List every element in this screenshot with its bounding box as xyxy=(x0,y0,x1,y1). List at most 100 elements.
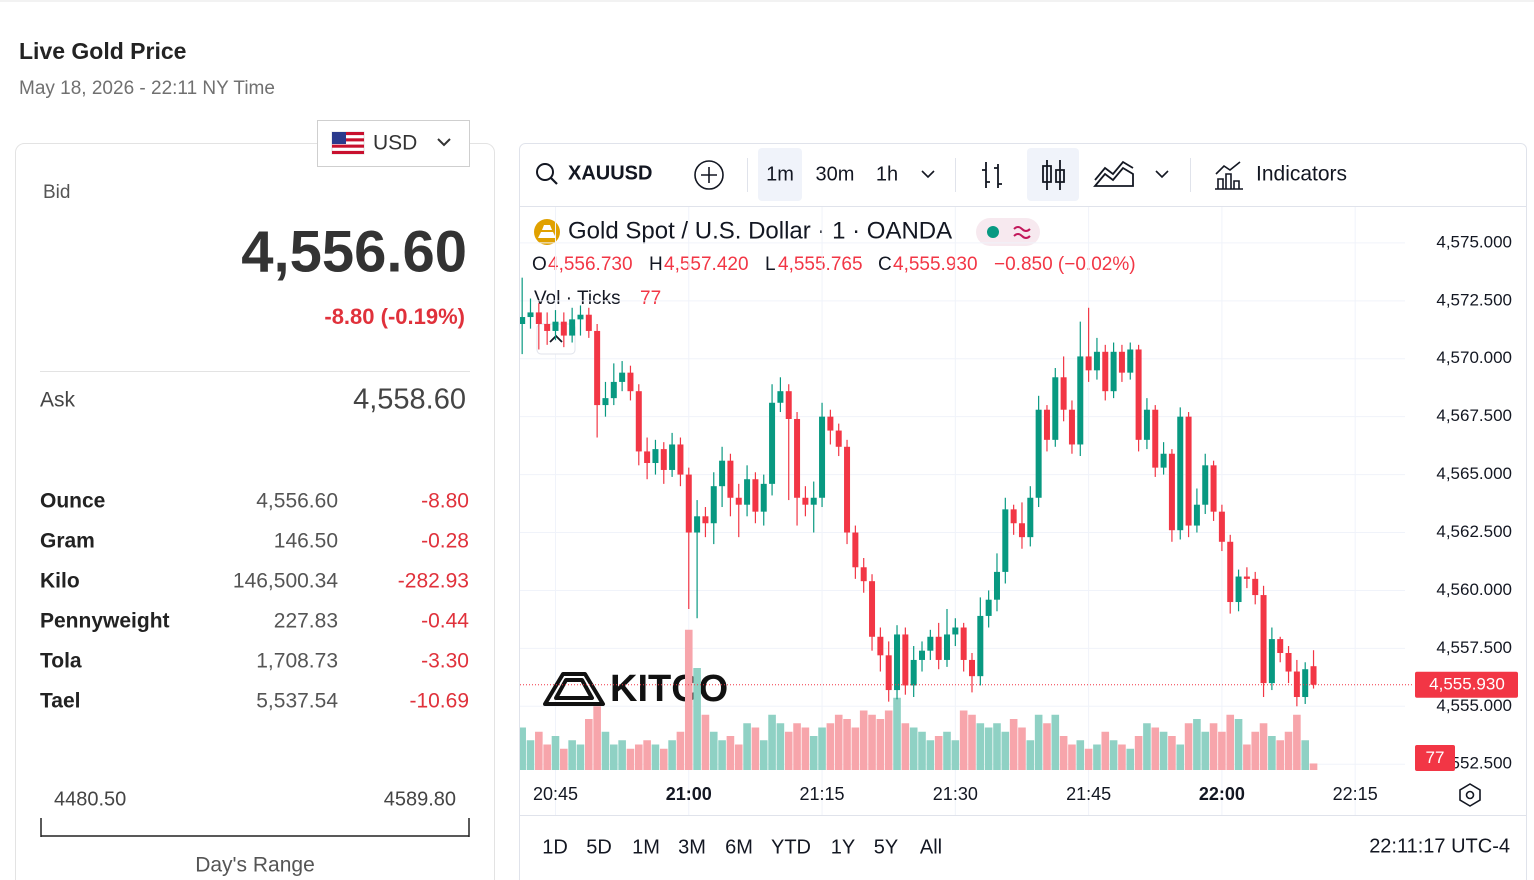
candle-body xyxy=(735,497,742,505)
range-button[interactable]: 6M xyxy=(725,836,753,858)
area-icon[interactable] xyxy=(1093,160,1134,187)
bars-icon[interactable] xyxy=(982,162,1002,188)
range-low: 4480.50 xyxy=(54,788,126,810)
volume-bar xyxy=(1051,714,1060,770)
last-volume-badge xyxy=(1415,745,1455,771)
volume-bar xyxy=(909,727,918,770)
range-button[interactable]: 1M xyxy=(632,836,660,858)
volume-bar xyxy=(651,744,660,770)
candle-body xyxy=(1277,639,1284,653)
candle-body xyxy=(1018,523,1025,538)
indicators-button[interactable]: Indicators xyxy=(1215,161,1347,190)
unit-price: 146.50 xyxy=(274,530,338,553)
unit-change: -8.80 xyxy=(421,490,469,513)
candle-body xyxy=(1227,541,1234,603)
volume-bar xyxy=(784,731,793,770)
volume-bar xyxy=(684,629,693,770)
range-button[interactable]: YTD xyxy=(771,836,811,858)
watermark-text: KITCO xyxy=(610,668,728,710)
interval-button[interactable]: 1h xyxy=(876,163,898,185)
range-button[interactable]: 5Y xyxy=(874,836,898,858)
candle-body xyxy=(910,659,917,686)
compare-button[interactable] xyxy=(694,160,724,190)
range-button[interactable]: 3M xyxy=(678,836,706,858)
currency-label[interactable]: USD xyxy=(373,132,417,155)
candle-body xyxy=(985,599,992,616)
candle-body xyxy=(627,372,634,392)
candle-body xyxy=(1185,416,1192,526)
y-tick-label: 4,575.000 xyxy=(1436,232,1512,251)
candle-body xyxy=(1060,377,1067,410)
volume-bar xyxy=(1209,723,1218,770)
volume-bar xyxy=(1201,731,1210,770)
range-button[interactable]: All xyxy=(920,836,942,858)
currency-select[interactable]: USD xyxy=(317,120,470,167)
candle-body xyxy=(1160,453,1167,468)
chart-legend: Gold Spot / U.S. Dollar · 1 · OANDA O 4,… xyxy=(532,217,1136,309)
indicators-label[interactable]: Indicators xyxy=(1256,163,1347,186)
range-high: 4589.80 xyxy=(384,788,456,810)
y-tick-label: 4,572.500 xyxy=(1436,290,1512,309)
o-label: O xyxy=(532,254,547,275)
volume-bar xyxy=(1284,731,1293,770)
volume-bar xyxy=(1243,744,1251,770)
volume-bar xyxy=(801,727,810,770)
candles-icon[interactable] xyxy=(1042,160,1065,190)
candle-body xyxy=(535,312,542,324)
volume-bar xyxy=(659,748,668,770)
range-button[interactable]: 5D xyxy=(586,836,612,858)
candle-body xyxy=(927,636,934,651)
range-button[interactable]: 1D xyxy=(542,836,568,858)
volume-bar xyxy=(934,736,943,770)
volume-bar xyxy=(609,744,618,770)
volume-bar xyxy=(601,731,610,770)
volume-bar xyxy=(576,744,585,770)
volume-bar xyxy=(618,740,626,770)
y-tick-label: 4,557.500 xyxy=(1436,638,1512,657)
volume-bar xyxy=(568,740,576,770)
delay-icon xyxy=(1013,226,1031,239)
candle-body xyxy=(577,314,584,320)
volume-bar xyxy=(759,740,768,770)
volume-bar xyxy=(743,723,751,770)
volume-bar xyxy=(834,714,843,770)
candle-body xyxy=(685,474,692,533)
candle-body xyxy=(810,497,817,505)
candle-body xyxy=(1293,671,1300,698)
volume-bar xyxy=(851,727,860,770)
unit-change: -0.44 xyxy=(421,610,469,633)
candle-body xyxy=(802,497,809,505)
candle-body xyxy=(710,486,717,524)
symbol-search[interactable]: XAUUSD xyxy=(536,162,652,185)
candle-body xyxy=(1302,669,1309,698)
candle-body xyxy=(1260,595,1267,684)
interval-button[interactable]: 1m xyxy=(766,163,794,185)
volume-bar xyxy=(793,723,801,770)
candle-body xyxy=(785,391,792,419)
candle-body xyxy=(860,567,867,582)
volume-bar xyxy=(876,719,885,770)
volume-bar xyxy=(734,744,743,770)
range-button[interactable]: 1Y xyxy=(831,836,855,858)
candle-body xyxy=(694,516,701,533)
candle-body xyxy=(1118,351,1125,373)
unit-price: 1,708.73 xyxy=(256,650,338,673)
settings-icon[interactable] xyxy=(1459,783,1481,807)
volume-bar xyxy=(1218,731,1226,770)
volume-bar xyxy=(718,740,726,770)
candle-body xyxy=(635,391,642,452)
candle-body xyxy=(652,449,659,464)
candle-body xyxy=(544,323,551,331)
volume-bar xyxy=(1076,740,1085,770)
interval-button[interactable]: 30m xyxy=(816,163,855,185)
candle-body xyxy=(869,581,876,637)
interval-menu[interactable] xyxy=(921,170,935,179)
volume-bar xyxy=(1251,731,1260,770)
style-menu[interactable] xyxy=(1155,170,1169,179)
watermark-logo xyxy=(543,672,605,706)
candle-body xyxy=(1268,639,1275,684)
candle-body xyxy=(1252,578,1259,596)
volume-bar xyxy=(701,714,710,770)
symbol[interactable]: XAUUSD xyxy=(568,162,652,184)
legend-change: −0.850 (−0.02%) xyxy=(994,254,1136,275)
